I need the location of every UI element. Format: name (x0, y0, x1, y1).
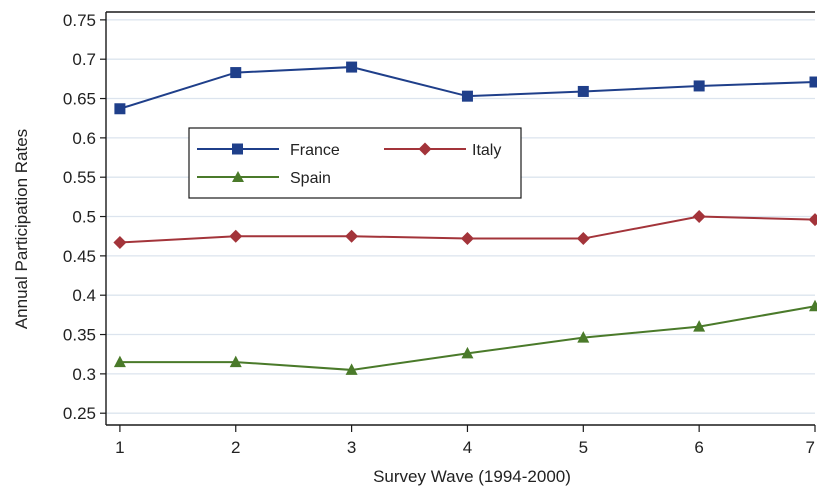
x-tick-label: 5 (579, 438, 588, 457)
y-tick-label: 0.75 (63, 11, 96, 30)
y-tick-label: 0.3 (72, 365, 96, 384)
axes-layer: 0.25 0.3 0.35 0.4 0.45 0.5 0.55 0.6 0.65 0.7 0.75 1… (63, 11, 816, 457)
legend-swatch-marker-italy (418, 142, 432, 156)
data-point-france (577, 85, 589, 97)
x-axis-title: Survey Wave (1994-2000) (373, 467, 571, 486)
data-point-italy (460, 232, 474, 246)
series-line-spain (119, 305, 816, 371)
data-point-spain (693, 320, 706, 332)
data-point-spain (113, 355, 126, 368)
y-tick-label: 0.55 (63, 168, 96, 187)
y-tick-label: 0.45 (63, 247, 96, 266)
legend-label-italy: Italy (472, 142, 501, 159)
y-tick-label: 0.4 (72, 286, 96, 305)
y-tick-label: 0.7 (72, 50, 96, 69)
data-point-italy (692, 210, 706, 224)
legend-item-italy: Italy (384, 142, 501, 159)
legend-label-spain: Spain (290, 170, 331, 187)
data-point-france (809, 76, 817, 88)
data-point-spain (809, 299, 817, 312)
data-point-france (461, 90, 473, 102)
data-point-france (693, 80, 705, 92)
legend: France Italy Spain (188, 127, 522, 199)
y-tick-label: 0.65 (63, 90, 96, 109)
legend-label-france: France (290, 142, 340, 159)
series-line-france (119, 66, 816, 110)
legend-item-france: France (197, 142, 340, 159)
data-point-italy (808, 213, 817, 227)
x-tick-label: 2 (231, 438, 240, 457)
legend-box (188, 127, 522, 199)
data-point-france (346, 61, 358, 73)
legend-swatch-marker-france (232, 143, 243, 155)
legend-swatch-marker-spain (232, 171, 244, 182)
x-tick-label: 6 (694, 438, 703, 457)
data-point-spain (345, 363, 358, 375)
data-point-spain (577, 331, 590, 343)
x-tick-label: 3 (347, 438, 356, 457)
y-tick-label: 0.5 (72, 208, 96, 227)
y-axis-title: Annual Participation Rates (12, 129, 31, 329)
y-tick-label: 0.6 (72, 129, 96, 148)
data-point-spain (229, 355, 242, 368)
x-tick-label: 1 (115, 438, 124, 457)
y-tick-label: 0.35 (63, 326, 96, 345)
y-tick-label: 0.25 (63, 404, 96, 423)
data-point-italy (576, 232, 590, 246)
data-point-spain (461, 346, 474, 359)
legend-item-spain: Spain (197, 170, 331, 187)
data-point-italy (229, 229, 243, 243)
data-point-italy (345, 229, 359, 243)
x-tick-label: 7 (806, 438, 815, 457)
data-point-france (114, 103, 126, 115)
data-point-italy (113, 235, 127, 249)
series-layer (113, 61, 817, 375)
data-point-france (230, 67, 242, 79)
x-tick-label: 4 (463, 438, 472, 457)
